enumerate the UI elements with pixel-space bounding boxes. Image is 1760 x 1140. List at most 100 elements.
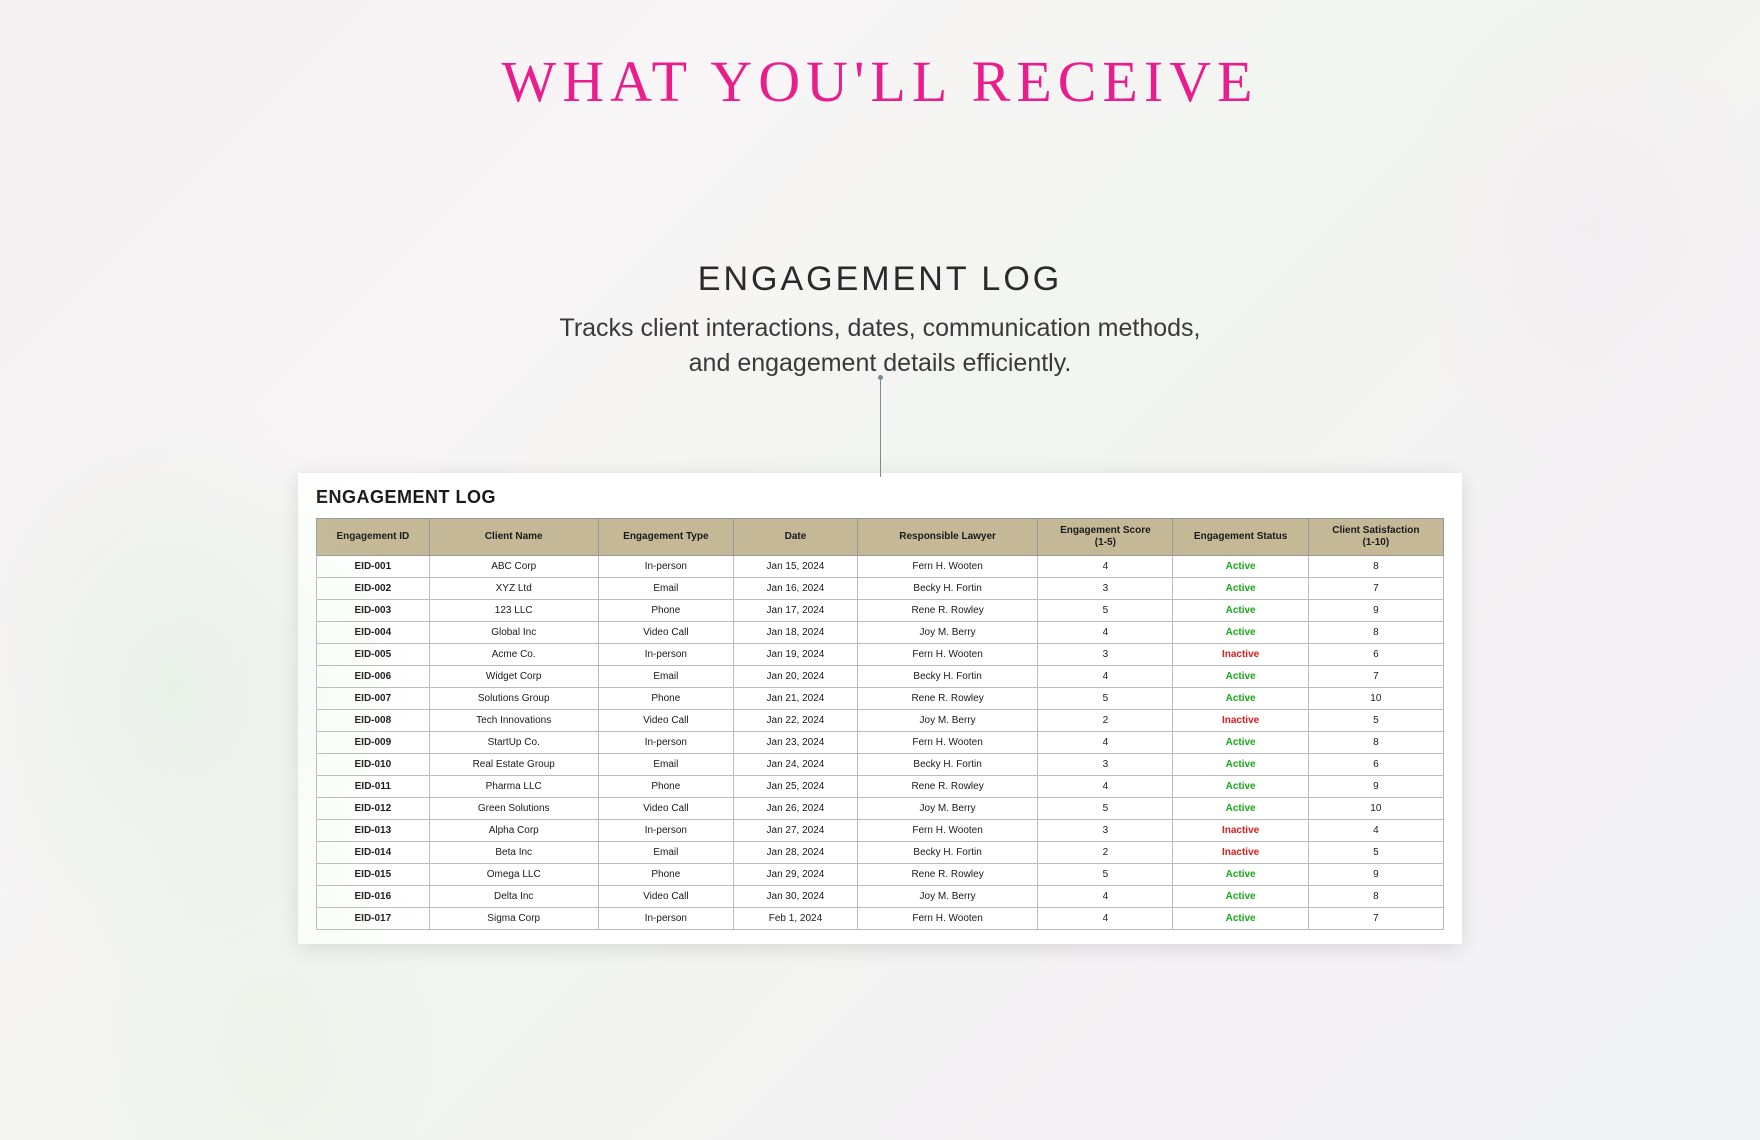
cell-client-name: Omega LLC bbox=[429, 864, 598, 886]
cell-engagement-type: In-person bbox=[598, 732, 733, 754]
cell-satisfaction: 8 bbox=[1308, 886, 1443, 908]
cell-client-name: Solutions Group bbox=[429, 688, 598, 710]
engagement-log-table: Engagement ID Client Name Engagement Typ… bbox=[316, 518, 1444, 930]
cell-status: Inactive bbox=[1173, 842, 1308, 864]
cell-date: Jan 19, 2024 bbox=[733, 644, 857, 666]
cell-engagement-type: Email bbox=[598, 666, 733, 688]
section-desc-line1: Tracks client interactions, dates, commu… bbox=[559, 314, 1200, 342]
section-desc-line2: and engagement details efficiently. bbox=[689, 349, 1072, 377]
cell-status: Active bbox=[1173, 600, 1308, 622]
cell-engagement-type: Phone bbox=[598, 600, 733, 622]
table-row: EID-004Global IncVideo CallJan 18, 2024J… bbox=[317, 622, 1444, 644]
cell-lawyer: Rene R. Rowley bbox=[857, 688, 1037, 710]
cell-score: 4 bbox=[1038, 908, 1173, 930]
cell-score: 5 bbox=[1038, 688, 1173, 710]
cell-lawyer: Joy M. Berry bbox=[857, 710, 1037, 732]
table-row: EID-003123 LLCPhoneJan 17, 2024Rene R. R… bbox=[317, 600, 1444, 622]
cell-lawyer: Rene R. Rowley bbox=[857, 864, 1037, 886]
cell-client-name: Green Solutions bbox=[429, 798, 598, 820]
cell-date: Jan 22, 2024 bbox=[733, 710, 857, 732]
cell-lawyer: Fern H. Wooten bbox=[857, 732, 1037, 754]
cell-satisfaction: 7 bbox=[1308, 578, 1443, 600]
table-row: EID-014Beta IncEmailJan 28, 2024Becky H.… bbox=[317, 842, 1444, 864]
col-header-client: Client Name bbox=[429, 519, 598, 556]
cell-status: Active bbox=[1173, 666, 1308, 688]
cell-client-name: Sigma Corp bbox=[429, 908, 598, 930]
cell-satisfaction: 6 bbox=[1308, 644, 1443, 666]
cell-satisfaction: 4 bbox=[1308, 820, 1443, 842]
cell-engagement-id: EID-015 bbox=[317, 864, 430, 886]
cell-satisfaction: 8 bbox=[1308, 732, 1443, 754]
cell-client-name: Widget Corp bbox=[429, 666, 598, 688]
cell-lawyer: Becky H. Fortin bbox=[857, 666, 1037, 688]
cell-lawyer: Fern H. Wooten bbox=[857, 556, 1037, 578]
col-header-id: Engagement ID bbox=[317, 519, 430, 556]
cell-score: 4 bbox=[1038, 776, 1173, 798]
cell-client-name: Global Inc bbox=[429, 622, 598, 644]
cell-status: Active bbox=[1173, 754, 1308, 776]
cell-engagement-id: EID-006 bbox=[317, 666, 430, 688]
cell-score: 4 bbox=[1038, 556, 1173, 578]
cell-date: Jan 18, 2024 bbox=[733, 622, 857, 644]
cell-date: Jan 29, 2024 bbox=[733, 864, 857, 886]
cell-date: Jan 17, 2024 bbox=[733, 600, 857, 622]
cell-engagement-id: EID-004 bbox=[317, 622, 430, 644]
cell-status: Active bbox=[1173, 864, 1308, 886]
cell-engagement-id: EID-017 bbox=[317, 908, 430, 930]
cell-engagement-id: EID-014 bbox=[317, 842, 430, 864]
cell-score: 3 bbox=[1038, 820, 1173, 842]
cell-engagement-type: Email bbox=[598, 842, 733, 864]
col-header-status: Engagement Status bbox=[1173, 519, 1308, 556]
table-row: EID-009StartUp Co.In-personJan 23, 2024F… bbox=[317, 732, 1444, 754]
cell-engagement-id: EID-005 bbox=[317, 644, 430, 666]
cell-satisfaction: 6 bbox=[1308, 754, 1443, 776]
cell-engagement-type: Phone bbox=[598, 864, 733, 886]
cell-engagement-type: Email bbox=[598, 578, 733, 600]
cell-engagement-id: EID-008 bbox=[317, 710, 430, 732]
cell-engagement-type: Email bbox=[598, 754, 733, 776]
table-row: EID-010Real Estate GroupEmailJan 24, 202… bbox=[317, 754, 1444, 776]
cell-status: Active bbox=[1173, 688, 1308, 710]
cell-satisfaction: 10 bbox=[1308, 688, 1443, 710]
cell-status: Inactive bbox=[1173, 644, 1308, 666]
cell-engagement-type: Video Call bbox=[598, 886, 733, 908]
cell-status: Active bbox=[1173, 776, 1308, 798]
cell-score: 3 bbox=[1038, 578, 1173, 600]
table-title: ENGAGEMENT LOG bbox=[316, 487, 1444, 508]
cell-score: 5 bbox=[1038, 600, 1173, 622]
cell-status: Active bbox=[1173, 622, 1308, 644]
cell-engagement-id: EID-009 bbox=[317, 732, 430, 754]
cell-lawyer: Fern H. Wooten bbox=[857, 644, 1037, 666]
cell-satisfaction: 9 bbox=[1308, 864, 1443, 886]
cell-date: Jan 28, 2024 bbox=[733, 842, 857, 864]
cell-engagement-type: Phone bbox=[598, 776, 733, 798]
cell-satisfaction: 9 bbox=[1308, 776, 1443, 798]
col-header-type: Engagement Type bbox=[598, 519, 733, 556]
cell-status: Active bbox=[1173, 578, 1308, 600]
cell-date: Jan 24, 2024 bbox=[733, 754, 857, 776]
cell-score: 4 bbox=[1038, 622, 1173, 644]
cell-score: 4 bbox=[1038, 732, 1173, 754]
section-title: ENGAGEMENT LOG bbox=[0, 260, 1760, 299]
section-description: Tracks client interactions, dates, commu… bbox=[0, 311, 1760, 381]
cell-engagement-id: EID-010 bbox=[317, 754, 430, 776]
table-row: EID-012Green SolutionsVideo CallJan 26, … bbox=[317, 798, 1444, 820]
table-row: EID-017Sigma CorpIn-personFeb 1, 2024Fer… bbox=[317, 908, 1444, 930]
cell-client-name: Real Estate Group bbox=[429, 754, 598, 776]
col-header-score: Engagement Score(1-5) bbox=[1038, 519, 1173, 556]
cell-status: Active bbox=[1173, 908, 1308, 930]
table-header-row: Engagement ID Client Name Engagement Typ… bbox=[317, 519, 1444, 556]
cell-score: 5 bbox=[1038, 864, 1173, 886]
cell-engagement-id: EID-012 bbox=[317, 798, 430, 820]
cell-satisfaction: 8 bbox=[1308, 622, 1443, 644]
cell-engagement-type: In-person bbox=[598, 556, 733, 578]
table-row: EID-001ABC CorpIn-personJan 15, 2024Fern… bbox=[317, 556, 1444, 578]
cell-status: Inactive bbox=[1173, 820, 1308, 842]
col-header-date: Date bbox=[733, 519, 857, 556]
cell-satisfaction: 5 bbox=[1308, 842, 1443, 864]
table-row: EID-006Widget CorpEmailJan 20, 2024Becky… bbox=[317, 666, 1444, 688]
table-row: EID-005Acme Co.In-personJan 19, 2024Fern… bbox=[317, 644, 1444, 666]
cell-lawyer: Becky H. Fortin bbox=[857, 578, 1037, 600]
cell-score: 3 bbox=[1038, 644, 1173, 666]
cell-client-name: Tech Innovations bbox=[429, 710, 598, 732]
